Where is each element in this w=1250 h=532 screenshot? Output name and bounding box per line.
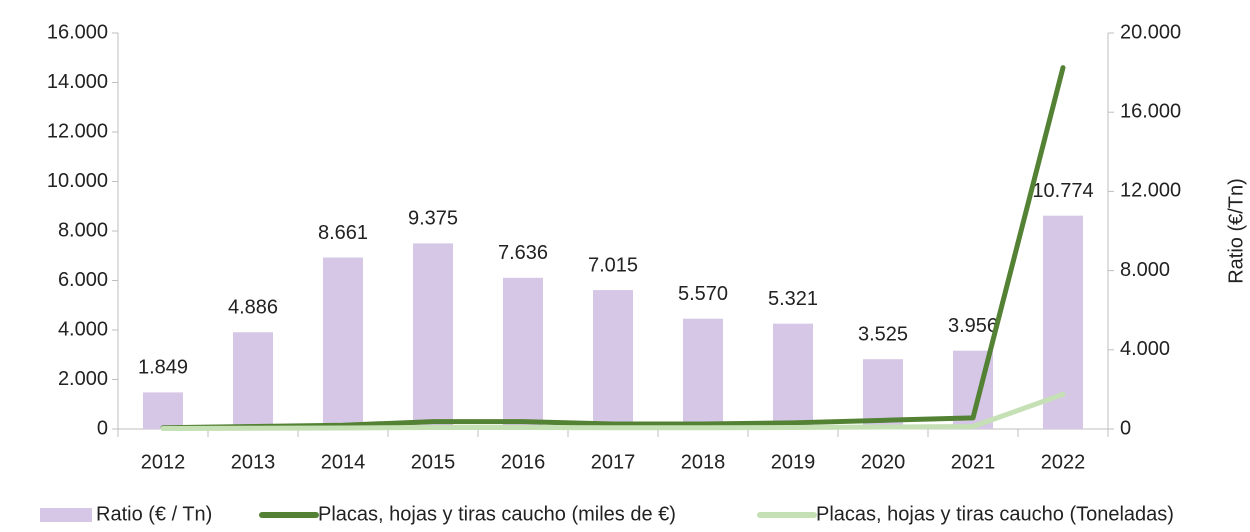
x-tick-label: 2018 — [681, 451, 726, 473]
data-label: 10.774 — [1032, 180, 1093, 202]
legend-label: Placas, hojas y tiras caucho (Toneladas) — [816, 503, 1174, 525]
x-tick-label: 2015 — [411, 451, 456, 473]
y2-tick-label: 4.000 — [1120, 338, 1170, 360]
y-tick-label: 0 — [97, 417, 108, 439]
x-tick-label: 2021 — [951, 451, 996, 473]
y-tick-label: 12.000 — [47, 120, 108, 142]
data-label: 3.956 — [948, 315, 998, 337]
bar — [413, 243, 453, 429]
legend-swatch — [40, 508, 92, 522]
bar — [683, 318, 723, 429]
y-tick-label: 6.000 — [58, 269, 108, 291]
y2-tick-label: 0 — [1120, 417, 1131, 439]
x-tick-label: 2020 — [861, 451, 906, 473]
bar — [143, 392, 183, 429]
y2-tick-label: 8.000 — [1120, 259, 1170, 281]
y-tick-label: 4.000 — [58, 318, 108, 340]
data-label: 7.636 — [498, 242, 548, 264]
bar — [233, 332, 273, 429]
bar — [323, 257, 363, 429]
y2-tick-label: 12.000 — [1120, 180, 1181, 202]
legend-label: Placas, hojas y tiras caucho (miles de €… — [318, 503, 676, 525]
data-label: 5.321 — [768, 288, 818, 310]
bar — [863, 359, 903, 429]
y-tick-label: 10.000 — [47, 170, 108, 192]
data-label: 9.375 — [408, 208, 458, 230]
y2-tick-label: 20.000 — [1120, 21, 1181, 43]
bar — [503, 277, 543, 429]
data-label: 7.015 — [588, 254, 638, 276]
data-label: 3.525 — [858, 323, 908, 345]
x-tick-label: 2019 — [771, 451, 816, 473]
x-tick-label: 2012 — [141, 451, 186, 473]
line — [160, 391, 1066, 432]
bar — [593, 290, 633, 429]
legend-label: Ratio (€ / Tn) — [96, 503, 212, 525]
data-label: 1.849 — [138, 357, 188, 379]
x-tick-label: 2017 — [591, 451, 636, 473]
x-tick-label: 2022 — [1041, 451, 1086, 473]
data-label: 5.570 — [678, 283, 728, 305]
y-tick-label: 14.000 — [47, 71, 108, 93]
x-tick-label: 2013 — [231, 451, 276, 473]
y-tick-label: 2.000 — [58, 368, 108, 390]
y2-tick-label: 16.000 — [1120, 100, 1181, 122]
x-tick-label: 2014 — [321, 451, 366, 473]
data-label: 8.661 — [318, 222, 368, 244]
y2-axis-label: Ratio (€/Tn) — [1225, 178, 1247, 284]
y-tick-label: 16.000 — [47, 21, 108, 43]
x-tick-label: 2016 — [501, 451, 546, 473]
y-tick-label: 8.000 — [58, 219, 108, 241]
bar — [773, 323, 813, 429]
data-label: 4.886 — [228, 297, 278, 319]
